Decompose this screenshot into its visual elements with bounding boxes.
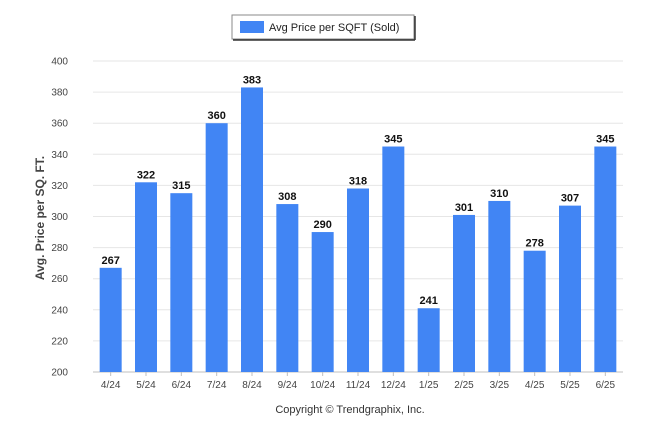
bar-9-24[interactable] — [276, 204, 299, 372]
bar-6-25[interactable] — [594, 146, 617, 372]
bars: 267 322 315 360 383 308 290 318 345 241 301 310 278 3… — [99, 74, 617, 372]
y-tick-label: 400 — [51, 57, 68, 68]
data-label: 315 — [172, 180, 190, 192]
bar-11-24[interactable] — [347, 188, 369, 372]
bar-3-25[interactable] — [488, 200, 511, 372]
bar-5-25[interactable] — [559, 205, 581, 372]
legend-swatch — [240, 21, 264, 33]
bar-6-24[interactable] — [170, 193, 193, 372]
x-tick-label: 1/25 — [419, 380, 439, 391]
data-label: 345 — [384, 134, 402, 146]
data-label: 322 — [137, 169, 155, 181]
data-label: 345 — [596, 134, 614, 146]
x-tick-label: 12/24 — [381, 380, 406, 391]
bar-4-24[interactable] — [99, 267, 122, 372]
bar-8-24[interactable] — [241, 87, 263, 372]
data-label: 301 — [455, 202, 473, 214]
data-label: 310 — [490, 188, 508, 200]
legend[interactable]: Avg Price per SQFT (Sold) — [231, 14, 416, 41]
y-tick-label: 260 — [51, 274, 68, 285]
x-tick-label: 10/24 — [310, 380, 335, 391]
data-label: 290 — [313, 219, 331, 231]
data-label: 307 — [561, 193, 579, 205]
y-tick-label: 280 — [51, 243, 68, 254]
data-label: 241 — [419, 295, 437, 307]
bar-10-24[interactable] — [311, 232, 334, 372]
data-label: 318 — [349, 176, 367, 188]
x-tick-label: 4/25 — [525, 380, 545, 391]
legend-label: Avg Price per SQFT (Sold) — [269, 22, 399, 34]
x-tick-label: 7/24 — [207, 380, 227, 391]
x-tick-label: 5/25 — [560, 380, 580, 391]
x-tick-label: 2/25 — [454, 380, 474, 391]
bar-7-24[interactable] — [205, 123, 228, 372]
x-tick-label: 8/24 — [242, 380, 262, 391]
x-tick-label: 6/25 — [596, 380, 616, 391]
y-tick-label: 340 — [51, 150, 68, 161]
bar-12-24[interactable] — [382, 146, 405, 372]
data-label: 383 — [243, 74, 261, 86]
data-label: 278 — [525, 238, 543, 250]
x-tick-label: 6/24 — [172, 380, 192, 391]
x-tick-label: 11/24 — [346, 380, 371, 391]
x-tick-label: 9/24 — [278, 380, 298, 391]
y-tick-label: 240 — [51, 305, 68, 316]
y-tick-label: 200 — [51, 368, 68, 379]
bar-4-25[interactable] — [523, 250, 546, 372]
y-axis-ticks: 200 220 240 260 280 300 320 340 360 380 400 — [51, 57, 68, 379]
x-axis-ticks: 4/24 5/24 6/24 7/24 8/24 9/24 10/24 11/24 12/24 1… — [101, 372, 616, 391]
data-label: 360 — [207, 110, 225, 122]
y-axis-label: Avg. Price per SQ. FT. — [33, 156, 47, 280]
y-tick-label: 380 — [51, 88, 68, 99]
y-tick-label: 320 — [51, 181, 68, 192]
x-tick-label: 3/25 — [490, 380, 510, 391]
data-label: 267 — [101, 255, 119, 267]
x-tick-label: 5/24 — [136, 380, 156, 391]
bar-5-24[interactable] — [135, 182, 157, 372]
copyright-footer: Copyright © Trendgraphix, Inc. — [275, 404, 424, 416]
x-tick-label: 4/24 — [101, 380, 121, 391]
y-tick-label: 360 — [51, 119, 68, 130]
bar-1-25[interactable] — [417, 308, 440, 372]
bar-2-25[interactable] — [453, 214, 475, 372]
y-tick-label: 220 — [51, 336, 68, 347]
data-label: 308 — [278, 191, 296, 203]
y-tick-label: 300 — [51, 212, 68, 223]
